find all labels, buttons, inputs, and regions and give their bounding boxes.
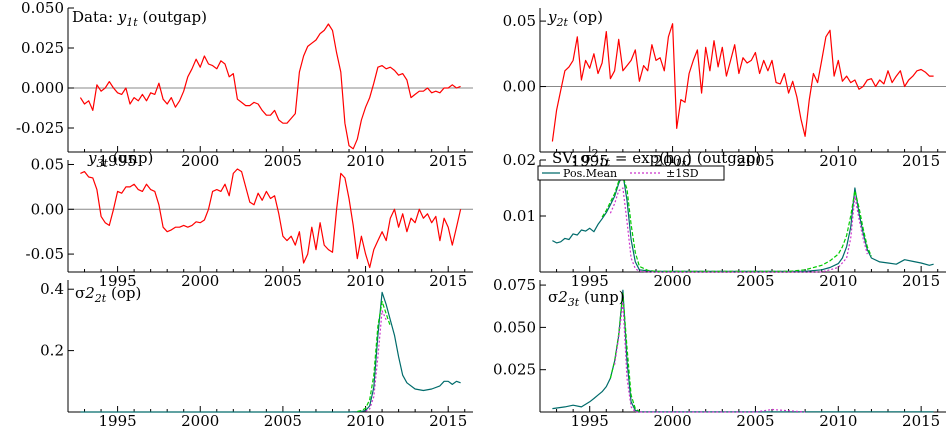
x-tick-label: 1995	[98, 412, 136, 430]
x-tick-label: 2015	[902, 272, 940, 290]
legend-label-mean: Pos.Mean	[563, 167, 617, 180]
x-tick-label: 2005	[736, 412, 774, 430]
chart-title: σ22t (op)	[75, 284, 141, 305]
y-tick-label: 0.00	[503, 78, 536, 96]
x-tick-label: 2010	[346, 152, 384, 170]
panel-4: 1995 2000 2005 2010 2015 0.02 0.01 SV: σ21t = e…	[503, 147, 946, 290]
x-tick-label: 2005	[264, 272, 302, 290]
x-tick-label: 2015	[902, 152, 940, 170]
x-tick-label: 1995	[98, 152, 136, 170]
panel-5: 1995 2000 2005 2010 2015 0.4 0.2 σ22t (op)	[40, 280, 473, 430]
series-line--1sd	[601, 176, 872, 272]
x-tick-label: 1995	[571, 412, 609, 430]
x-tick-label: 2010	[819, 412, 857, 430]
x-tick-label: 2010	[346, 412, 384, 430]
series-line--1sd	[609, 292, 640, 412]
series-line--1sd	[357, 300, 391, 412]
chart-title: σ23t (unp)	[548, 288, 625, 309]
x-tick-label: 2005	[264, 412, 302, 430]
y-tick-label: 0.4	[40, 280, 64, 298]
y-tick-label: 0.01	[503, 207, 536, 225]
series-line-data	[551, 23, 934, 142]
y-tick-label: 0.00	[31, 200, 64, 218]
series-line-data	[80, 168, 462, 269]
y-tick-label: -0.025	[16, 119, 64, 137]
y-tick-label: 0.02	[503, 151, 536, 169]
x-tick-label: 2000	[181, 152, 219, 170]
legend-label-sd: ±1SD	[666, 167, 699, 180]
y-tick-label: 0.05	[31, 155, 64, 173]
series-line-pos-mean	[552, 289, 934, 413]
y-tick-label: 0.075	[493, 276, 536, 294]
series-line--1sd	[609, 187, 868, 273]
x-tick-label: 2010	[346, 272, 384, 290]
x-tick-label: 2015	[902, 412, 940, 430]
x-tick-label: 2015	[429, 272, 467, 290]
chart-title: y3t (unp)	[87, 149, 153, 170]
y-tick-label: 0.025	[21, 39, 64, 57]
x-tick-label: 2005	[264, 152, 302, 170]
x-tick-label: 2000	[653, 272, 691, 290]
x-tick-label: 2015	[429, 152, 467, 170]
x-tick-label: 1995	[571, 272, 609, 290]
x-tick-label: 2005	[736, 272, 774, 290]
series-line-pos-mean	[80, 291, 461, 413]
panel-3: 1995 2000 2005 2010 2015 0.05 0.00 -0.05 y3t (un…	[26, 149, 473, 290]
y-tick-label: 0.000	[21, 79, 64, 97]
x-tick-label: 2015	[429, 412, 467, 430]
series-line-pos-mean	[552, 173, 934, 272]
y-tick-label: 0.050	[493, 318, 536, 336]
x-tick-label: 2000	[181, 412, 219, 430]
y-tick-label: 0.2	[40, 342, 64, 360]
x-tick-label: 2010	[819, 152, 857, 170]
series-line-data	[79, 23, 461, 150]
chart-title: Data: y1t (outgap)	[72, 8, 207, 29]
y-tick-label: -0.05	[26, 245, 64, 263]
x-tick-label: 2000	[181, 272, 219, 290]
chart-title: y2t (op)	[547, 8, 603, 29]
x-tick-label: 2000	[653, 412, 691, 430]
x-tick-label: 2005	[736, 152, 774, 170]
y-tick-label: 0.050	[21, 0, 64, 17]
panel-6: 1995 2000 2005 2010 2015 0.075 0.050 0.025 σ23t …	[493, 276, 946, 430]
x-tick-label: 2010	[819, 272, 857, 290]
y-tick-label: 0.05	[503, 12, 536, 30]
x-tick-label: 1995	[98, 272, 136, 290]
chart-title: SV: σ21t = exp(h1t) (outgap)	[552, 147, 761, 170]
legend: Pos.Mean ±1SD	[537, 165, 725, 181]
series-line--1sd	[614, 301, 806, 413]
panel-1: 1995 2000 2005 2010 2015 0.050 0.025 0.000 -0.02…	[16, 0, 473, 170]
y-tick-label: 0.025	[493, 361, 536, 379]
series-line--1sd	[365, 310, 387, 412]
